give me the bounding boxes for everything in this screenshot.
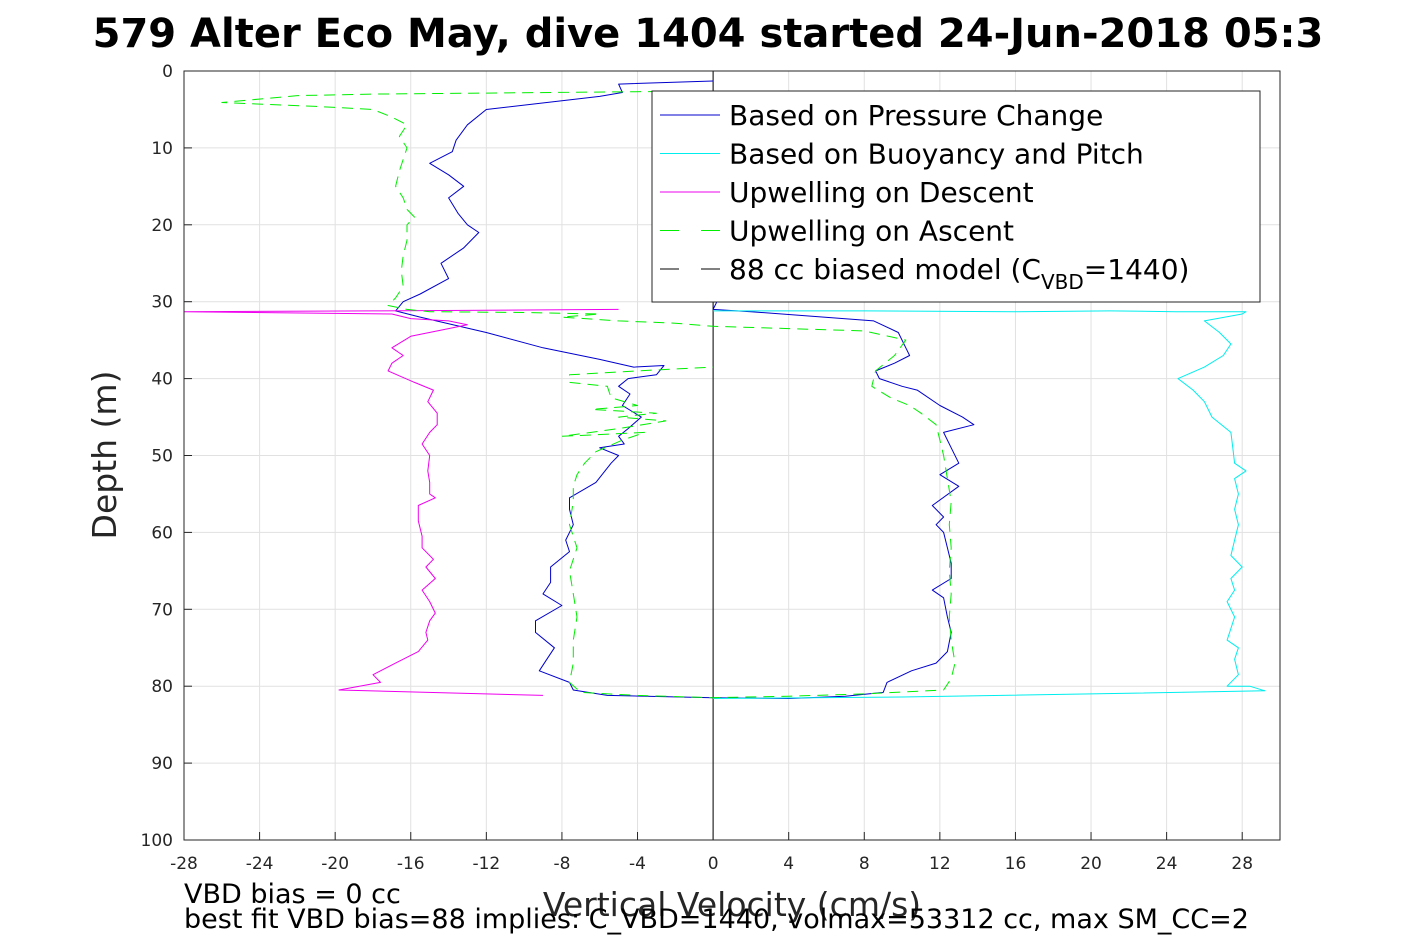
y-tick-labels: 0 10 20 30 40 50 60 70 80 90 100 [141,62,192,851]
x-tick-label: -16 [397,854,425,874]
x-tick-label: -28 [170,854,198,874]
y-tick-label: 80 [151,677,173,697]
x-axis-label: Vertical Velocity (cm/s) [543,885,921,924]
chart-title: 579 Alter Eco May, dive 1404 started 24-… [93,11,1324,57]
y-tick-label: 100 [141,831,173,851]
x-tick-label: -24 [246,854,274,874]
x-tick-label: 20 [1080,854,1102,874]
x-tick-label: -4 [629,854,646,874]
x-tick-label: 16 [1005,854,1027,874]
x-tick-label: 12 [929,854,951,874]
y-tick-label: 90 [151,754,173,774]
y-tick-label: 60 [151,523,173,543]
series-line-2 [183,308,619,696]
y-tick-label: 0 [162,62,173,82]
x-tick-label: 24 [1156,854,1178,874]
legend-label-1: Based on Buoyancy and Pitch [729,138,1144,171]
y-axis-label: Depth (m) [85,371,124,540]
x-tick-label: 8 [859,854,870,874]
vbd-bias-note: VBD bias = 0 cc [184,879,401,910]
series-group [183,80,1266,699]
x-tick-labels: -28 -24 -20 -16 -12 -8 -4 0 4 8 12 16 20 24 28 [170,832,1253,874]
y-tick-label: 20 [151,216,173,236]
x-tick-label: 4 [783,854,794,874]
legend-label-0: Based on Pressure Change [729,99,1103,132]
x-tick-label: -8 [553,854,570,874]
x-tick-label: 0 [708,854,719,874]
y-tick-label: 10 [151,139,173,159]
y-tick-label: 70 [151,600,173,620]
series-line-3 [221,90,956,699]
series-line-0 [395,80,975,699]
y-tick-label: 40 [151,370,173,390]
legend-label-4: 88 cc biased model (CVBD=1440) [729,253,1189,294]
y-tick-label: 30 [151,293,173,313]
series-line-1 [713,310,1266,699]
x-tick-label: 28 [1231,854,1253,874]
legend-box [651,90,1261,303]
y-tick-label: 50 [151,447,173,467]
legend-label-2: Upwelling on Descent [729,176,1034,209]
x-tick-label: -20 [321,854,349,874]
legend: Based on Pressure Change Based on Buoyanc… [651,90,1261,303]
best-fit-note: best fit VBD bias=88 implies: C_VBD=1440… [184,904,1249,935]
x-tick-label: -12 [472,854,500,874]
legend-label-3: Upwelling on Ascent [729,215,1014,248]
